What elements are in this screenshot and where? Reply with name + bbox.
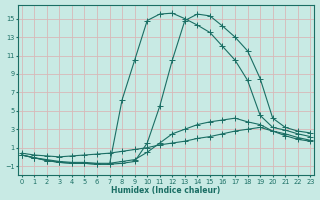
X-axis label: Humidex (Indice chaleur): Humidex (Indice chaleur): [111, 186, 221, 195]
